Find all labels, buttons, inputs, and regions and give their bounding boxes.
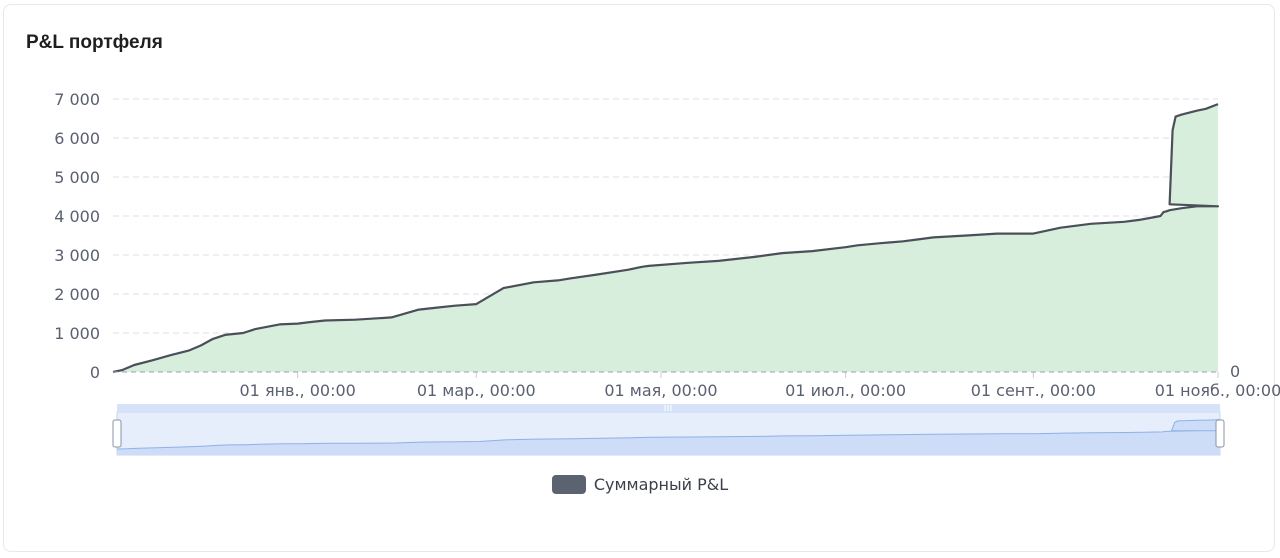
y-tick-label: 1 000 <box>54 324 100 343</box>
grip-icon[interactable] <box>664 405 672 411</box>
legend[interactable]: Суммарный P&L <box>0 474 1280 494</box>
y-axis: 0 1 000 2 000 3 000 4 000 5 000 6 000 7 000 <box>54 90 100 382</box>
y-tick-label: 2 000 <box>54 285 100 304</box>
x-axis: 01 янв., 00:00 01 мар., 00:00 01 мая, 00:0… <box>240 372 1280 400</box>
pnl-area <box>113 104 1218 372</box>
y-tick-label: 7 000 <box>54 90 100 109</box>
zoom-slider[interactable] <box>112 404 1225 456</box>
y-tick-label: 0 <box>90 363 100 382</box>
x-tick-label: 01 мар., 00:00 <box>417 381 536 400</box>
x-tick-label: 01 мая, 00:00 <box>604 381 717 400</box>
zoom-handle-left[interactable] <box>112 419 122 448</box>
y-tick-label: 4 000 <box>54 207 100 226</box>
y-tick-label: 6 000 <box>54 129 100 148</box>
zoom-preview-line <box>116 419 1221 450</box>
x-tick-label: 01 июл., 00:00 <box>785 381 906 400</box>
x-tick-label: 01 сент., 00:00 <box>971 381 1096 400</box>
y-tick-label: 3 000 <box>54 246 100 265</box>
x-tick-label: 01 нояб., 00:00 <box>1155 381 1280 400</box>
zoom-handle-right[interactable] <box>1215 419 1225 448</box>
x-tick-label: 01 янв., 00:00 <box>240 381 356 400</box>
pnl-line <box>112 103 1220 374</box>
legend-swatch[interactable] <box>551 475 586 494</box>
chart-title: P&L портфеля <box>26 32 163 53</box>
right-axis-label: 0 <box>1230 362 1240 381</box>
legend-label[interactable]: Суммарный P&L <box>593 475 729 494</box>
y-tick-label: 5 000 <box>54 168 100 187</box>
